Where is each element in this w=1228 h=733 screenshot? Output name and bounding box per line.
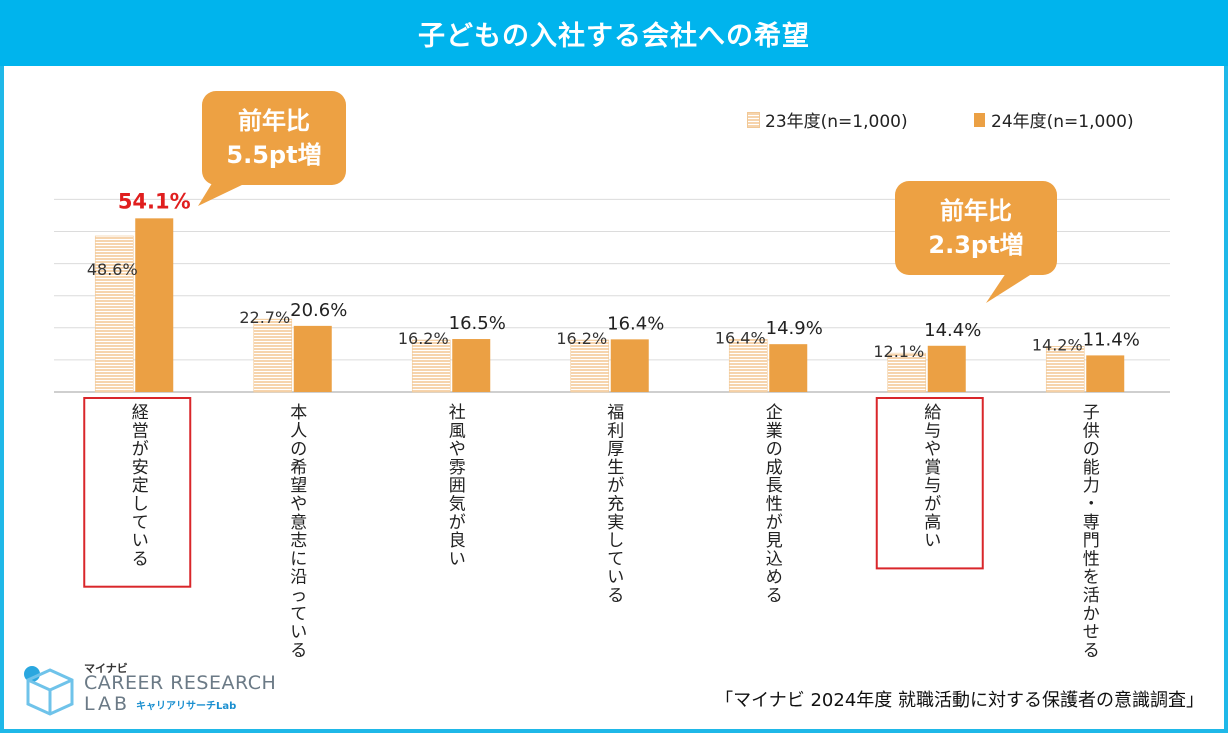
category-label-5: 給与や賞与が高い [924,403,941,551]
callout-stable-line1: 前年比 [238,107,310,135]
bar-23-0 [94,235,134,393]
bar-23-6 [1045,346,1085,393]
bar-23-2 [411,339,451,393]
category-label-3: 福利厚生が充実している [607,403,624,606]
career-research-lab-logo: マイナビ CAREER RESEARCH LAB キャリアリサーチLab [20,660,280,716]
callout-stable: 前年比 5.5pt増 [202,91,346,185]
bar-23-1 [253,318,293,393]
bar-24-1 [293,325,332,392]
logo-line1: CAREER RESEARCH [84,672,277,694]
data-label-23-5: 12.1% [873,342,924,361]
highlight-box-1 [875,397,984,570]
logo-sub: キャリアリサーチLab [136,701,237,712]
data-label-23-0: 48.6% [87,260,138,279]
legend-swatch-23 [747,111,760,128]
bar-24-3 [610,339,649,392]
bar-24-0 [135,218,174,392]
data-label-23-6: 14.2% [1032,335,1083,354]
callout-stable-line2: 5.5pt増 [226,141,322,169]
data-label-23-4: 16.4% [715,328,766,347]
legend-label-23: 23年度(n=1,000) [765,112,908,132]
legend-item-23: 23年度(n=1,000) [747,107,908,132]
source-note: 「マイナビ 2024年度 就職活動に対する保護者の意識調査」 [715,690,1204,711]
callout-salary-line2: 2.3pt増 [928,231,1024,259]
callout-salary: 前年比 2.3pt増 [895,181,1057,275]
data-label-24-3: 16.4% [607,313,664,334]
chart-title: 子どもの入社する会社への希望 [0,0,1228,66]
legend-swatch-24 [974,112,985,127]
bar-24-5 [927,345,966,392]
category-label-2: 社風や雰囲気が良い [449,403,466,569]
bar-24-6 [1086,355,1125,392]
data-label-24-5: 14.4% [924,320,981,341]
bar-24-4 [769,344,808,392]
bar-24-2 [452,339,491,392]
callout-salary-line1: 前年比 [940,197,1012,225]
data-label-24-2: 16.5% [449,313,506,334]
category-label-6: 子供の能力・専門性を活かせる [1083,403,1100,661]
logo-line2: LAB [84,693,131,715]
data-label-23-3: 16.2% [556,329,607,348]
data-label-24-6: 11.4% [1083,329,1140,350]
data-label-23-2: 16.2% [398,329,449,348]
category-label-4: 企業の成長性が見込める [766,403,783,606]
logo-brand: マイナビ [84,662,128,675]
data-label-24-1: 20.6% [290,300,347,321]
data-label-23-1: 22.7% [239,308,290,327]
data-label-24-0: 54.1% [118,189,191,213]
bar-23-5 [887,352,927,393]
legend-label-24: 24年度(n=1,000) [991,112,1134,132]
category-label-0: 経営が安定している [132,403,149,569]
callout-stable-tail [198,180,244,206]
category-label-1: 本人の希望や意志に沿っている [290,403,307,661]
bar-23-3 [570,339,610,393]
highlight-box-0 [83,397,192,588]
callout-salary-tail [986,270,1038,303]
bar-23-4 [728,339,768,393]
data-label-24-4: 14.9% [766,318,823,339]
logo-cube-icon [24,666,74,716]
legend-item-24: 24年度(n=1,000) [974,107,1134,132]
